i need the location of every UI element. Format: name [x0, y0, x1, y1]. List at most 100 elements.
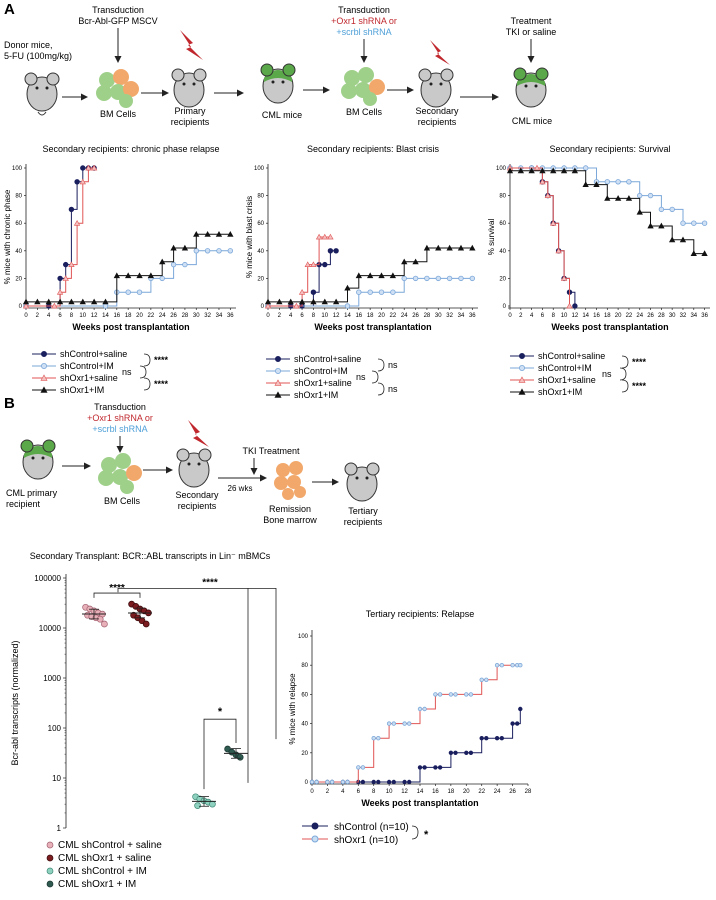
y-tick-label: 40 — [257, 249, 264, 255]
data-point — [159, 258, 166, 265]
data-point — [604, 195, 611, 201]
data-point — [287, 298, 294, 305]
remission-label-2: Bone marrow — [263, 515, 317, 525]
data-point — [298, 288, 306, 295]
x-tick-label: 20 — [136, 313, 143, 319]
data-point — [366, 272, 374, 279]
cml-primary-label-1: CML primary — [6, 488, 58, 498]
transduction2-oxr1-label: +Oxr1 shRNA or — [331, 16, 397, 26]
x-tick-label: 16 — [113, 313, 120, 319]
x-tick-label: 10 — [386, 789, 393, 795]
x-tick-label: 12 — [91, 313, 98, 319]
sig-bracket — [619, 367, 627, 381]
data-point — [453, 750, 458, 755]
chart-title: Secondary Transplant: BCR::ABL transcrip… — [30, 551, 271, 561]
data-point — [680, 220, 686, 226]
data-point — [322, 261, 328, 268]
data-point — [433, 692, 438, 697]
data-point — [407, 779, 412, 785]
data-point — [378, 289, 385, 295]
data-point — [90, 164, 98, 171]
x-tick-label: 32 — [204, 313, 211, 319]
y-tick-label: 0 — [305, 780, 309, 786]
x-tick-label: 10 — [79, 313, 86, 319]
data-point — [340, 779, 346, 785]
data-point — [423, 244, 431, 251]
y-tick-label: 80 — [499, 194, 506, 200]
x-tick-label: 22 — [626, 313, 633, 319]
data-point — [124, 272, 132, 279]
legend-label: shControl+IM — [60, 361, 114, 371]
b-secondary-label-2: recipients — [178, 501, 217, 511]
chart-survival: Secondary recipients: Survival0204060801… — [487, 144, 710, 332]
data-point — [422, 765, 427, 770]
data-point — [401, 258, 408, 265]
x-tick-label: 28 — [658, 313, 665, 319]
x-tick-label: 14 — [417, 789, 424, 795]
data-point — [518, 706, 523, 712]
data-point — [560, 275, 568, 281]
data-point — [510, 663, 515, 668]
b-bm-cells-icon — [98, 453, 142, 494]
legend-swatch-marker — [519, 352, 526, 359]
x-tick-label: 26 — [647, 313, 654, 319]
x-tick-label: 10 — [561, 313, 568, 319]
y-tick-label: 40 — [15, 249, 22, 255]
x-tick-label: 36 — [469, 313, 476, 319]
x-tick-label: 18 — [448, 789, 455, 795]
remission-marrow-icon — [274, 461, 306, 500]
y-tick-label: 1 — [57, 824, 62, 833]
legend-label: shOxr1+saline — [294, 378, 352, 388]
data-point — [572, 303, 578, 309]
data-point — [378, 272, 385, 279]
data-point — [701, 250, 708, 256]
data-point — [647, 192, 654, 199]
chart-bcr-abl-transcripts: Secondary Transplant: BCR::ABL transcrip… — [10, 551, 277, 833]
data-point — [68, 206, 75, 213]
x-tick-label: 0 — [508, 313, 512, 319]
panel-a-schematic: Donor mice, 5-FU (100mg/kg) Transduction… — [4, 5, 556, 127]
series-line — [312, 664, 521, 783]
x-tick-label: 2 — [278, 313, 282, 319]
data-point — [593, 181, 600, 187]
legend-label: shControl (n=10) — [334, 822, 409, 833]
data-point — [510, 721, 515, 726]
data-point — [402, 721, 407, 726]
y-tick-label: 0 — [503, 304, 507, 310]
data-point — [539, 178, 546, 185]
bm-cells-1-icon — [96, 69, 139, 108]
chart-blast-crisis: Secondary recipients: Blast crisis020406… — [245, 144, 478, 332]
data-point — [344, 284, 351, 291]
cml-mice-1-label: CML mice — [262, 110, 302, 120]
data-point — [325, 779, 330, 785]
cml-mice-2-label: CML mice — [512, 116, 552, 126]
data-point — [614, 195, 622, 201]
x-tick-label: 28 — [525, 789, 532, 795]
data-point — [386, 721, 392, 726]
x-tick-label: 8 — [312, 313, 316, 319]
x-tick-label: 22 — [478, 789, 485, 795]
data-point — [468, 750, 474, 755]
data-point — [376, 736, 381, 741]
legend-label: CML shOxr1 + saline — [58, 853, 152, 864]
data-point — [412, 258, 419, 265]
data-point — [355, 272, 363, 279]
donor-mouse-icon — [24, 72, 60, 116]
data-point — [102, 298, 109, 305]
sig-label: ns — [388, 384, 398, 394]
data-point — [80, 165, 86, 171]
x-tick-label: 4 — [341, 789, 345, 795]
transduction1-vector-label: Bcr-Abl-GFP MSCV — [78, 16, 157, 26]
legend-swatch — [46, 854, 54, 862]
x-tick-label: 4 — [289, 313, 293, 319]
x-tick-label: 26 — [412, 313, 419, 319]
y-tick-label: 100000 — [34, 574, 61, 583]
legend-label: shControl+IM — [538, 363, 592, 373]
bm-cells-2-icon — [341, 67, 385, 106]
data-point — [390, 289, 396, 295]
data-point — [56, 298, 64, 305]
data-point — [68, 261, 75, 267]
legend-swatch-marker — [311, 822, 319, 830]
data-point — [484, 677, 489, 682]
sig-label: **** — [109, 583, 125, 594]
